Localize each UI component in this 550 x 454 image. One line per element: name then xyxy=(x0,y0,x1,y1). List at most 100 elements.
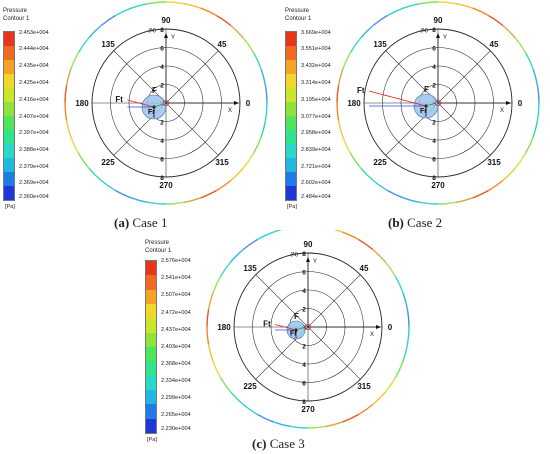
legend-tick: 2.379e+004 xyxy=(19,164,49,170)
colorbar-segment xyxy=(146,318,156,333)
ring-segment xyxy=(402,344,409,362)
ring-segment xyxy=(165,201,184,205)
colorbar-segment xyxy=(286,158,296,172)
colorbar-segment xyxy=(4,46,14,60)
angle-label: 0 xyxy=(388,323,393,332)
legend-title: Pressure xyxy=(3,8,28,14)
ring-segment xyxy=(488,14,504,27)
ring-segment xyxy=(336,85,340,104)
caption-text: Case 1 xyxy=(129,215,168,230)
colorbar xyxy=(285,31,297,201)
radial-tick-label: 6 xyxy=(160,46,164,53)
ring-segment xyxy=(70,52,80,69)
ring-segment xyxy=(88,25,102,39)
ring-segment xyxy=(358,403,374,416)
colorbar-segment xyxy=(4,60,14,74)
legend-tick: 2.265e+004 xyxy=(161,412,191,418)
colorbar-segment xyxy=(286,186,296,200)
x-axis-label: X xyxy=(500,108,504,114)
force-label-fr: Fr xyxy=(290,330,297,337)
ring-segment xyxy=(230,25,244,39)
radial-tick-label: 4 xyxy=(160,64,164,71)
ring-segment xyxy=(349,37,362,53)
angle-label: 45 xyxy=(360,264,369,273)
ring-segment xyxy=(115,7,132,17)
force-label-f: F xyxy=(294,312,299,321)
ring-segment xyxy=(219,377,232,393)
radial-tick-label: 6 xyxy=(432,46,436,53)
ring-segment xyxy=(358,238,374,251)
ring-segment xyxy=(437,201,456,205)
force-label-ft: Ft xyxy=(263,320,271,329)
ring-segment xyxy=(372,249,386,263)
ring-segment xyxy=(384,377,397,393)
colorbar-segment xyxy=(4,116,14,130)
force-vector-ft xyxy=(368,90,427,107)
ring-segment xyxy=(230,167,244,181)
ring-segment xyxy=(455,197,473,204)
legend-tick: 2.576e+004 xyxy=(161,258,191,264)
legend-tick: 3.432e+004 xyxy=(301,63,331,69)
x-axis-label: X xyxy=(228,108,232,114)
legend-subtitle: Contour 1 xyxy=(285,16,312,22)
ring-segment xyxy=(77,37,90,53)
angle-label: 45 xyxy=(490,40,499,49)
legend-tick: 2.230e+004 xyxy=(161,426,191,432)
ring-segment xyxy=(273,230,283,233)
colorbar-segment xyxy=(4,158,14,172)
radial-tick-label: 2 xyxy=(302,307,306,314)
legend-tick: 2.839e+004 xyxy=(301,147,331,153)
ring-segment xyxy=(230,249,244,263)
colorbar-segment xyxy=(286,130,296,144)
ring-segment xyxy=(88,167,102,181)
ring-segment xyxy=(387,189,404,199)
ring-segment xyxy=(64,85,68,104)
ring-segment xyxy=(219,261,232,277)
colorbar-segment xyxy=(146,275,156,290)
radial-tick-label: 6 xyxy=(302,270,306,277)
caption-case-3: (c) Case 3 xyxy=(252,436,305,452)
ring-segment xyxy=(360,25,374,39)
legend-tick: 2.602e+004 xyxy=(301,180,331,186)
angle-label: 180 xyxy=(347,99,361,108)
ring-segment xyxy=(472,189,489,199)
colorbar-segment xyxy=(146,332,156,347)
force-vector-f xyxy=(295,326,307,331)
caption-letter: (c) xyxy=(252,436,267,451)
colorbar-segment xyxy=(4,74,14,88)
caption-case-2: (b) Case 2 xyxy=(388,215,442,231)
x-axis-arrow xyxy=(376,325,381,329)
angle-label: 135 xyxy=(373,40,387,49)
ring-segment xyxy=(115,189,132,199)
colorbar-segment xyxy=(146,361,156,376)
ring-segment xyxy=(342,52,352,69)
angle-label: 0 xyxy=(246,99,251,108)
ring-segment xyxy=(183,197,201,204)
angle-label: 270 xyxy=(301,405,315,414)
radial-tick-label: 8 xyxy=(432,27,436,34)
ring-segment xyxy=(514,37,527,53)
angle-label: 90 xyxy=(162,16,171,25)
colorbar-segment xyxy=(4,88,14,102)
radial-tick-label: 2 xyxy=(160,120,164,127)
ring-segment xyxy=(372,391,386,405)
ring-segment xyxy=(403,197,421,204)
y-axis-arrow xyxy=(164,33,168,38)
colorbar-segment xyxy=(146,346,156,362)
legend-tick: 2.397e+004 xyxy=(19,130,49,136)
legend-tick: 2.416e+004 xyxy=(19,97,49,103)
ring-segment xyxy=(252,52,262,69)
colorbar-segment xyxy=(4,102,14,116)
colorbar-segment xyxy=(286,32,296,46)
ring-segment xyxy=(131,2,149,9)
legend-tick: 2.484e+004 xyxy=(301,194,331,200)
ring-segment xyxy=(372,179,388,192)
ring-segment xyxy=(394,276,404,293)
radial-unit-label: (N) xyxy=(148,28,156,34)
angle-label: 90 xyxy=(434,16,443,25)
y-axis-arrow xyxy=(436,33,440,38)
legend-tick: 3.314e+004 xyxy=(301,80,331,86)
